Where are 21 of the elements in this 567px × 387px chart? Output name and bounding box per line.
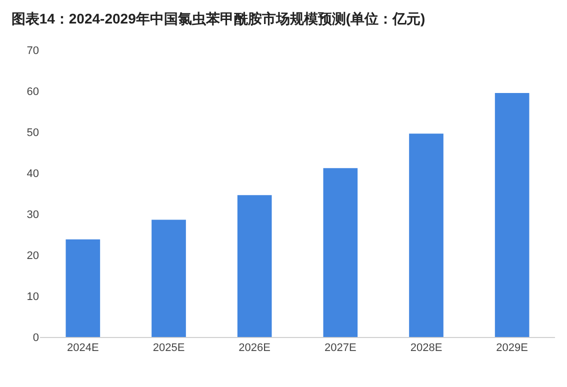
bar xyxy=(66,239,100,337)
bar xyxy=(152,220,186,337)
y-tick-label: 20 xyxy=(26,250,39,262)
bar xyxy=(323,168,358,337)
x-tick-label: 2029E xyxy=(496,342,528,354)
y-tick-label: 40 xyxy=(26,168,39,180)
y-tick-label: 70 xyxy=(26,44,39,57)
x-tick-label: 2028E xyxy=(410,342,442,354)
y-tick-label: 0 xyxy=(32,332,39,344)
x-tick-label: 2027E xyxy=(324,342,356,354)
y-tick-label: 30 xyxy=(26,208,39,221)
bar xyxy=(409,134,444,337)
x-tick-label: 2025E xyxy=(152,342,185,354)
bar xyxy=(494,93,530,337)
chart-title: 图表14：2024-2029年中国氯虫苯甲酰胺市场规模预测(单位：亿元) xyxy=(11,10,426,26)
y-tick-label: 10 xyxy=(26,290,39,303)
x-tick-label: 2024E xyxy=(67,342,99,354)
y-tick-label: 50 xyxy=(26,126,39,139)
y-tick-label: 60 xyxy=(26,86,39,98)
bar xyxy=(237,195,272,337)
x-tick-label: 2026E xyxy=(238,342,270,354)
